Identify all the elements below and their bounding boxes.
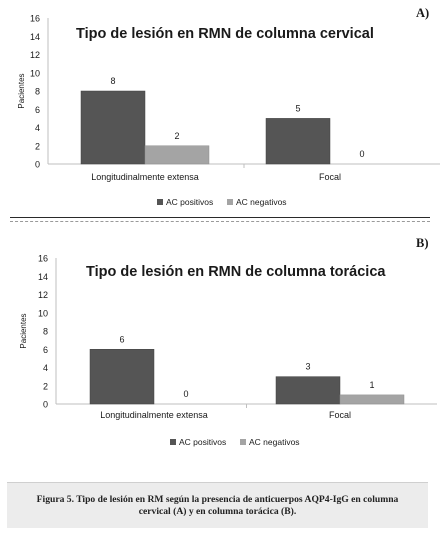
chart-title: Tipo de lesión en RMN de columna cervica… bbox=[76, 26, 374, 42]
data-label: 8 bbox=[110, 76, 115, 86]
y-tick-label: 16 bbox=[30, 14, 40, 24]
bar-ac-negativos bbox=[144, 145, 210, 165]
legend-label: AC negativos bbox=[236, 197, 287, 207]
x-category-label: Focal bbox=[319, 172, 341, 182]
y-tick-label: 4 bbox=[43, 363, 48, 373]
legend-label: AC positivos bbox=[166, 197, 213, 207]
y-tick-label: 0 bbox=[43, 400, 48, 410]
y-tick-label: 6 bbox=[43, 345, 48, 355]
y-axis-title: Pacientes bbox=[17, 73, 26, 108]
bar-ac-positivos bbox=[89, 349, 155, 405]
figure-caption-box: Figura 5. Tipo de lesión en RM según la … bbox=[7, 482, 428, 528]
x-category-label: Focal bbox=[329, 410, 351, 420]
legend-label: AC positivos bbox=[179, 437, 226, 447]
bar-ac-positivos bbox=[275, 376, 341, 405]
y-tick-label: 2 bbox=[35, 141, 40, 151]
bar-ac-positivos bbox=[80, 90, 146, 165]
data-label: 1 bbox=[369, 380, 374, 390]
y-tick-label: 16 bbox=[38, 254, 48, 264]
y-tick-label: 8 bbox=[43, 327, 48, 337]
data-label: 5 bbox=[295, 103, 300, 113]
y-tick-label: 2 bbox=[43, 381, 48, 391]
x-category-label: Longitudinalmente extensa bbox=[100, 410, 208, 420]
data-label: 6 bbox=[119, 334, 124, 344]
y-tick-label: 10 bbox=[30, 68, 40, 78]
y-tick-label: 8 bbox=[35, 87, 40, 97]
legend-label: AC negativos bbox=[249, 437, 300, 447]
data-label: 0 bbox=[359, 149, 364, 159]
panel-separator-dashed bbox=[10, 221, 430, 222]
y-tick-label: 6 bbox=[35, 105, 40, 115]
panel-label: A) bbox=[416, 6, 429, 20]
chart-title: Tipo de lesión en RMN de columna torácic… bbox=[86, 264, 386, 280]
y-tick-label: 10 bbox=[38, 308, 48, 318]
data-label: 2 bbox=[174, 131, 179, 141]
y-axis-title: Pacientes bbox=[19, 313, 28, 348]
y-tick-label: 12 bbox=[38, 290, 48, 300]
y-tick-label: 14 bbox=[38, 272, 48, 282]
y-tick-label: 0 bbox=[35, 160, 40, 170]
bar-ac-negativos bbox=[339, 394, 405, 405]
figure-caption: Figura 5. Tipo de lesión en RM según la … bbox=[36, 493, 399, 517]
y-tick-label: 4 bbox=[35, 123, 40, 133]
legend-swatch bbox=[170, 439, 176, 445]
x-category-label: Longitudinalmente extensa bbox=[91, 172, 199, 182]
panel-label: B) bbox=[416, 236, 429, 250]
panel-separator bbox=[10, 217, 430, 218]
legend-swatch bbox=[240, 439, 246, 445]
data-label: 0 bbox=[183, 389, 188, 399]
y-tick-label: 12 bbox=[30, 50, 40, 60]
legend-swatch bbox=[157, 199, 163, 205]
legend-swatch bbox=[227, 199, 233, 205]
bar-ac-positivos bbox=[265, 118, 331, 165]
y-tick-label: 14 bbox=[30, 32, 40, 42]
data-label: 3 bbox=[305, 362, 310, 372]
